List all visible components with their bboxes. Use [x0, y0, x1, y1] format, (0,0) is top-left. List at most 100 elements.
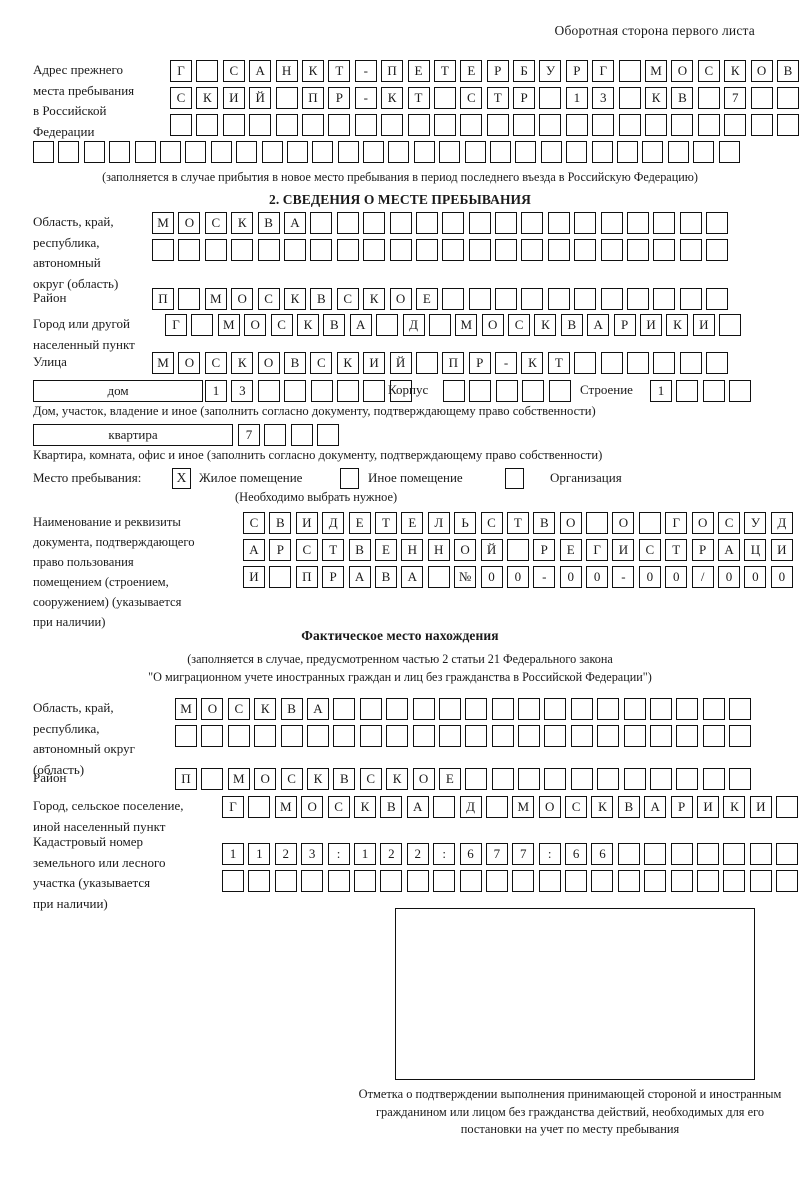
char-cell[interactable]	[515, 141, 537, 163]
char-cell[interactable]: О	[412, 768, 435, 790]
prev-address-row-3[interactable]	[170, 114, 799, 136]
checkbox-organizaciya[interactable]	[505, 468, 524, 489]
char-cell[interactable]: 1	[248, 843, 271, 865]
char-cell[interactable]: В	[776, 60, 799, 82]
char-cell[interactable]: О	[178, 352, 201, 374]
char-cell[interactable]	[196, 114, 219, 136]
char-cell[interactable]: Л	[427, 512, 450, 534]
char-cell[interactable]	[236, 141, 258, 163]
char-cell[interactable]	[729, 698, 752, 720]
char-cell[interactable]: Т	[407, 87, 430, 109]
char-cell[interactable]	[465, 768, 488, 790]
char-cell[interactable]: М	[512, 796, 535, 818]
char-cell[interactable]: А	[249, 60, 272, 82]
char-cell[interactable]: И	[770, 539, 793, 561]
char-cell[interactable]	[178, 239, 201, 261]
char-cell[interactable]: И	[295, 512, 318, 534]
char-cell[interactable]	[679, 352, 702, 374]
char-cell[interactable]: С	[227, 698, 250, 720]
char-cell[interactable]	[627, 288, 650, 310]
char-cell[interactable]	[286, 141, 308, 163]
char-cell[interactable]	[433, 870, 456, 892]
char-cell[interactable]: С	[295, 539, 318, 561]
char-cell[interactable]: В	[374, 566, 397, 588]
char-cell[interactable]	[327, 870, 350, 892]
char-cell[interactable]	[248, 796, 271, 818]
char-cell[interactable]	[671, 114, 694, 136]
char-cell[interactable]	[486, 114, 509, 136]
char-cell[interactable]: Г	[592, 60, 615, 82]
char-cell[interactable]	[706, 239, 729, 261]
char-cell[interactable]	[337, 141, 359, 163]
char-cell[interactable]: И	[222, 87, 245, 109]
char-cell[interactable]: В	[533, 512, 556, 534]
char-cell[interactable]: Т	[665, 539, 688, 561]
char-cell[interactable]	[354, 114, 377, 136]
char-cell[interactable]	[201, 725, 224, 747]
char-cell[interactable]: О	[671, 60, 694, 82]
char-cell[interactable]	[702, 380, 725, 402]
char-cell[interactable]	[653, 352, 676, 374]
char-cell[interactable]	[776, 87, 799, 109]
char-cell[interactable]	[33, 141, 54, 163]
char-cell[interactable]: Н	[401, 539, 424, 561]
char-cell[interactable]	[201, 768, 224, 790]
char-cell[interactable]	[301, 114, 324, 136]
char-cell[interactable]: 3	[301, 843, 324, 865]
char-cell[interactable]	[443, 380, 465, 402]
char-cell[interactable]: О	[201, 698, 224, 720]
char-cell[interactable]	[574, 352, 597, 374]
char-cell[interactable]	[776, 870, 799, 892]
char-cell[interactable]	[719, 314, 742, 336]
char-cell[interactable]: Т	[322, 539, 345, 561]
char-cell[interactable]: Б	[513, 60, 536, 82]
char-cell[interactable]: О	[559, 512, 582, 534]
char-cell[interactable]	[706, 212, 729, 234]
char-cell[interactable]	[653, 239, 676, 261]
char-cell[interactable]	[565, 114, 588, 136]
char-cell[interactable]	[724, 114, 747, 136]
char-cell[interactable]: И	[640, 314, 663, 336]
char-cell[interactable]	[257, 239, 280, 261]
char-cell[interactable]: /	[691, 566, 714, 588]
char-cell[interactable]: И	[749, 796, 772, 818]
char-cell[interactable]	[547, 288, 570, 310]
char-cell[interactable]	[415, 212, 438, 234]
char-cell[interactable]: С	[508, 314, 531, 336]
char-cell[interactable]: -	[533, 566, 556, 588]
char-cell[interactable]	[412, 725, 435, 747]
char-cell[interactable]	[565, 870, 588, 892]
char-cell[interactable]	[495, 380, 518, 402]
char-cell[interactable]: Р	[691, 539, 714, 561]
char-cell[interactable]: В	[671, 87, 694, 109]
char-cell[interactable]: С	[460, 87, 483, 109]
char-cell[interactable]: К	[306, 768, 329, 790]
char-cell[interactable]	[627, 212, 650, 234]
char-cell[interactable]	[376, 314, 399, 336]
char-cell[interactable]: В	[280, 698, 303, 720]
confirmation-stamp-box[interactable]	[395, 908, 755, 1080]
char-cell[interactable]: А	[243, 539, 265, 561]
char-cell[interactable]: И	[612, 539, 635, 561]
char-cell[interactable]: О	[231, 288, 254, 310]
char-cell[interactable]	[693, 141, 715, 163]
char-cell[interactable]	[729, 380, 752, 402]
char-cell[interactable]	[412, 698, 435, 720]
char-cell[interactable]	[518, 725, 541, 747]
char-cell[interactable]: 6	[565, 843, 588, 865]
char-cell[interactable]: М	[152, 212, 174, 234]
char-cell[interactable]	[353, 870, 376, 892]
char-cell[interactable]: С	[336, 288, 359, 310]
char-cell[interactable]: Д	[770, 512, 793, 534]
char-cell[interactable]	[274, 870, 297, 892]
char-cell[interactable]	[697, 87, 720, 109]
char-cell[interactable]	[623, 725, 646, 747]
char-cell[interactable]	[718, 141, 740, 163]
char-cell[interactable]: М	[152, 352, 174, 374]
char-cell[interactable]: С	[280, 768, 303, 790]
char-cell[interactable]	[359, 698, 382, 720]
char-cell[interactable]: Ь	[454, 512, 477, 534]
char-cell[interactable]: К	[231, 352, 254, 374]
